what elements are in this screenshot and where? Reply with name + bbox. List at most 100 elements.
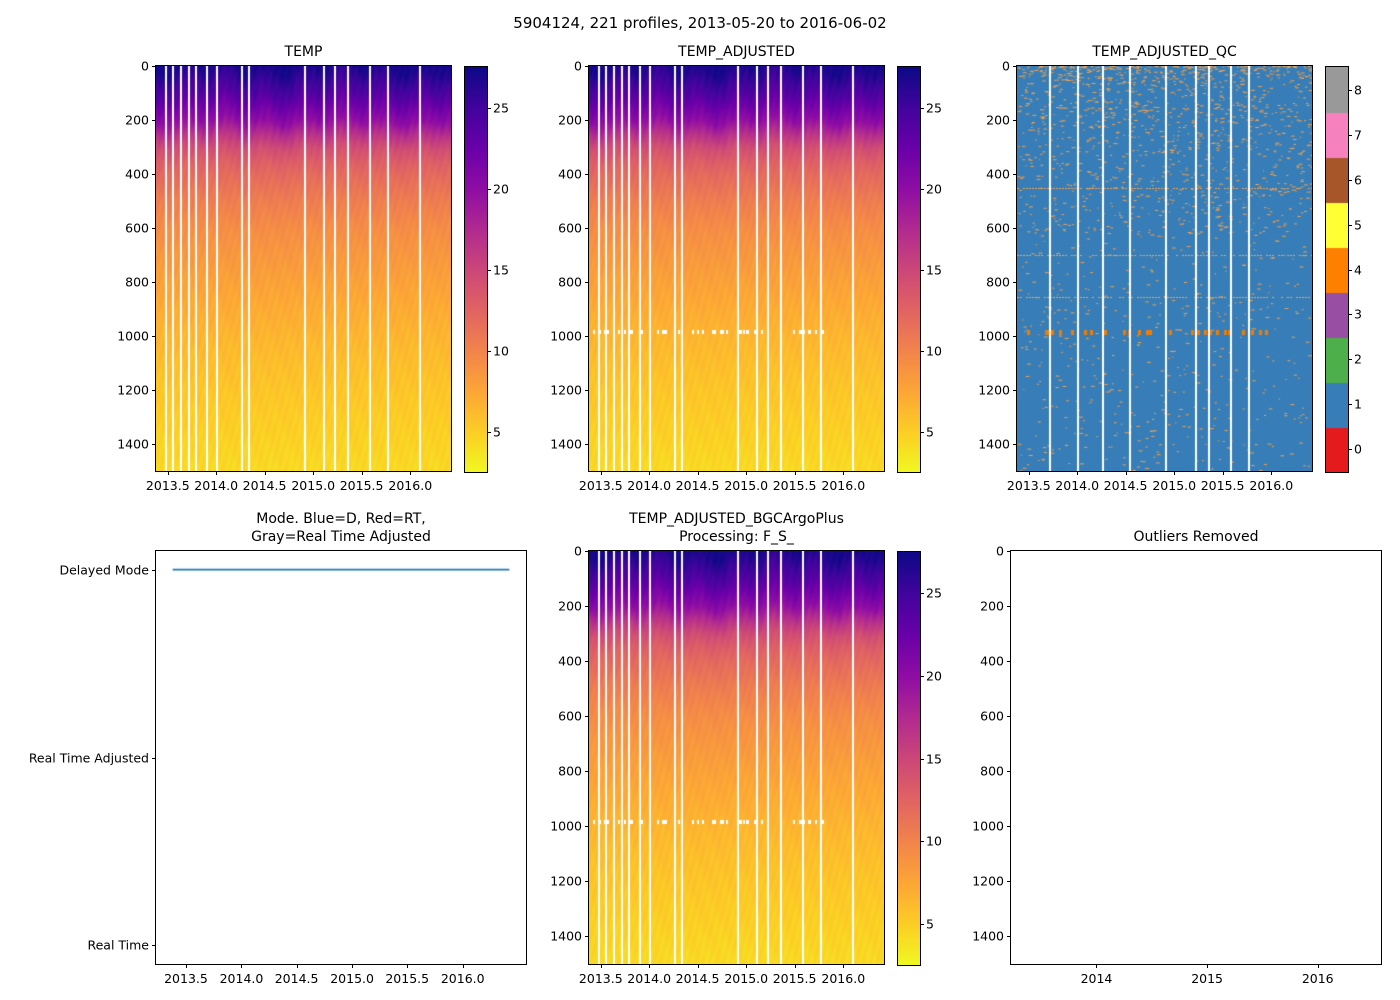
y-tick-mark (1013, 443, 1017, 445)
colorbar-tick-label: 1 (1354, 396, 1362, 412)
y-tick-label: Real Time (87, 937, 149, 953)
colorbar-tick-label: 5 (926, 424, 934, 439)
subplot-temp-adjusted-bgc: TEMP_ADJUSTED_BGCArgoPlus Processing: F_… (550, 511, 942, 986)
subplot-mode-title: Mode. Blue=D, Red=RT, Gray=Real Time Adj… (251, 511, 431, 545)
y-tick-mark (585, 826, 589, 828)
x-tick-mark (1174, 471, 1176, 475)
temp-adjusted-colorbar: 25 20 15 10 5 (897, 66, 942, 473)
colorbar-tick-label: 4 (1354, 262, 1362, 277)
y-tick-mark (1007, 881, 1011, 883)
x-tick-mark (1317, 964, 1319, 968)
colorbar-tick-label: 5 (1354, 217, 1362, 233)
colorbar-tick-mark (1348, 269, 1352, 271)
figure-suptitle: 5904124, 221 profiles, 2013-05-20 to 201… (513, 14, 887, 32)
colorbar-tick-label: 7 (1354, 127, 1362, 143)
y-tick-label: 600 (986, 220, 1010, 236)
x-tick-label: 2014.5 (242, 478, 287, 493)
y-tick-label: 600 (125, 220, 149, 236)
x-tick-label: 2014.0 (627, 478, 672, 493)
temp-colorbar: 25 20 15 10 5 (464, 66, 509, 473)
colorbar-tick-mark (920, 923, 924, 925)
x-tick-mark (1096, 964, 1098, 968)
y-tick-label: 1000 (978, 328, 1010, 344)
y-tick-label: 1200 (550, 382, 582, 398)
y-tick-mark (585, 443, 589, 445)
x-tick-label: 2013.5 (164, 971, 208, 986)
x-tick-mark (241, 964, 243, 968)
y-tick-label: 0 (996, 543, 1004, 559)
colorbar-tick-mark (920, 188, 924, 190)
qc-colorbar-segments (1326, 67, 1348, 472)
y-tick-label: 200 (558, 112, 582, 128)
colorbar-tick-label: 3 (1354, 306, 1362, 322)
x-tick-mark (1222, 471, 1224, 475)
colorbar-tick-label: 10 (926, 833, 942, 849)
x-tick-mark (649, 471, 651, 475)
y-tick-mark (152, 443, 156, 445)
y-tick-label: 200 (558, 598, 582, 614)
x-tick-mark (1028, 471, 1030, 475)
y-tick-label: 1000 (117, 328, 149, 344)
y-tick-mark (152, 569, 156, 571)
y-tick-mark (585, 936, 589, 938)
colorbar-tick-mark (920, 675, 924, 677)
colorbar-tick-label: 10 (493, 343, 509, 358)
y-tick-mark (152, 66, 156, 67)
y-tick-label: 1400 (550, 436, 582, 452)
x-tick-label: 2014.0 (627, 971, 672, 986)
x-tick-mark (600, 471, 602, 475)
temp-adjusted-heatmap-canvas (589, 66, 884, 471)
y-tick-label: 400 (558, 653, 582, 669)
x-tick-label: 2015.5 (772, 478, 817, 493)
bgc-colorbar: 25 20 15 10 5 (897, 551, 942, 966)
x-tick-label: 2014.5 (675, 478, 720, 493)
y-tick-mark (585, 551, 589, 552)
x-tick-label: 2016.0 (821, 971, 866, 986)
x-tick-label: 2015.0 (291, 478, 336, 493)
x-tick-mark (167, 471, 169, 475)
y-tick-mark (585, 281, 589, 283)
subplot-temp-adjusted-qc-title: TEMP_ADJUSTED_QC (1092, 43, 1237, 60)
x-tick-mark (313, 471, 315, 475)
y-tick-label: 0 (574, 543, 582, 559)
x-tick-label: 2016.0 (821, 478, 866, 493)
x-tick-label: 2015.5 (1200, 478, 1245, 493)
colorbar-tick-mark (1348, 89, 1352, 91)
y-tick-label: 1200 (978, 382, 1010, 398)
y-tick-mark (585, 228, 589, 229)
subplot-outliers-removed: Outliers Removed 2014 2015 2016 0 200 400 600 8… (972, 529, 1382, 986)
y-tick-label: 800 (986, 274, 1010, 290)
temp-heatmap-canvas (156, 66, 451, 471)
colorbar-tick-mark (487, 350, 491, 352)
qc-heatmap-canvas (1017, 66, 1312, 471)
colorbar-tick-label: 6 (1354, 172, 1362, 188)
y-tick-mark (1013, 174, 1017, 175)
x-tick-label: 2015.0 (330, 971, 374, 986)
y-tick-mark (585, 174, 589, 175)
colorbar-tick-label: 8 (1354, 82, 1362, 98)
colorbar-tick-mark (487, 269, 491, 271)
y-tick-mark (1013, 228, 1017, 229)
x-tick-mark (185, 964, 187, 968)
y-tick-mark (1007, 661, 1011, 663)
y-tick-label: 1000 (972, 818, 1004, 834)
x-tick-label: 2014.5 (1103, 478, 1148, 493)
colorbar-tick-label: 15 (926, 751, 942, 766)
y-tick-mark (1013, 336, 1017, 337)
y-tick-label: 1400 (117, 436, 149, 452)
colorbar-tick-mark (920, 431, 924, 433)
y-tick-mark (152, 119, 156, 121)
colorbar-tick-mark (487, 188, 491, 190)
x-tick-mark (746, 471, 748, 475)
x-tick-mark (1207, 964, 1209, 968)
y-tick-label: 400 (125, 166, 149, 182)
y-tick-mark (152, 174, 156, 175)
colorbar-tick-label: 20 (926, 181, 942, 196)
y-tick-label: Real Time Adjusted (28, 750, 149, 765)
x-tick-mark (216, 471, 218, 475)
colorbar-tick-label: 15 (926, 262, 942, 277)
bgc-heatmap-canvas (589, 551, 884, 964)
x-tick-mark (794, 471, 796, 475)
colorbar-tick-mark (920, 269, 924, 271)
y-tick-label: 600 (558, 708, 582, 724)
